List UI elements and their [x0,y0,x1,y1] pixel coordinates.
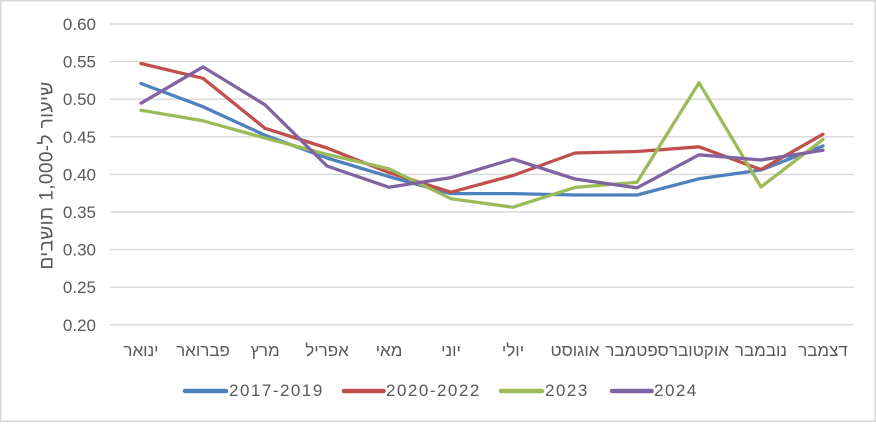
svg-text:שיעור ל-1,000 תושבים: שיעור ל-1,000 תושבים [37,81,58,269]
svg-text:מאי: מאי [376,341,403,360]
svg-text:0.25: 0.25 [63,278,96,297]
svg-text:2017-2019: 2017-2019 [229,381,324,400]
svg-text:יוני: יוני [441,341,461,360]
svg-text:ספטמבר: ספטמבר [605,341,668,360]
svg-text:0.55: 0.55 [63,53,96,72]
svg-text:ינואר: ינואר [123,341,158,360]
svg-text:0.20: 0.20 [63,316,96,335]
svg-text:אוגוסט: אוגוסט [551,341,600,360]
svg-text:אוקטובר: אוקטובר [669,341,729,360]
svg-text:0.60: 0.60 [63,15,96,34]
svg-text:0.30: 0.30 [63,241,96,260]
svg-text:דצמבר: דצמבר [798,341,848,360]
svg-text:יולי: יולי [502,341,524,360]
svg-text:נובמבר: נובמבר [735,341,787,360]
svg-text:אפריל: אפריל [305,341,349,360]
svg-text:0.35: 0.35 [63,203,96,222]
svg-text:2023: 2023 [545,381,589,400]
svg-text:מרץ: מרץ [250,341,279,360]
svg-text:0.50: 0.50 [63,90,96,109]
svg-text:2024: 2024 [654,381,698,400]
svg-text:0.45: 0.45 [63,128,96,147]
svg-text:2020-2022: 2020-2022 [386,381,481,400]
svg-text:פברואר: פברואר [176,341,230,360]
svg-text:0.40: 0.40 [63,165,96,184]
